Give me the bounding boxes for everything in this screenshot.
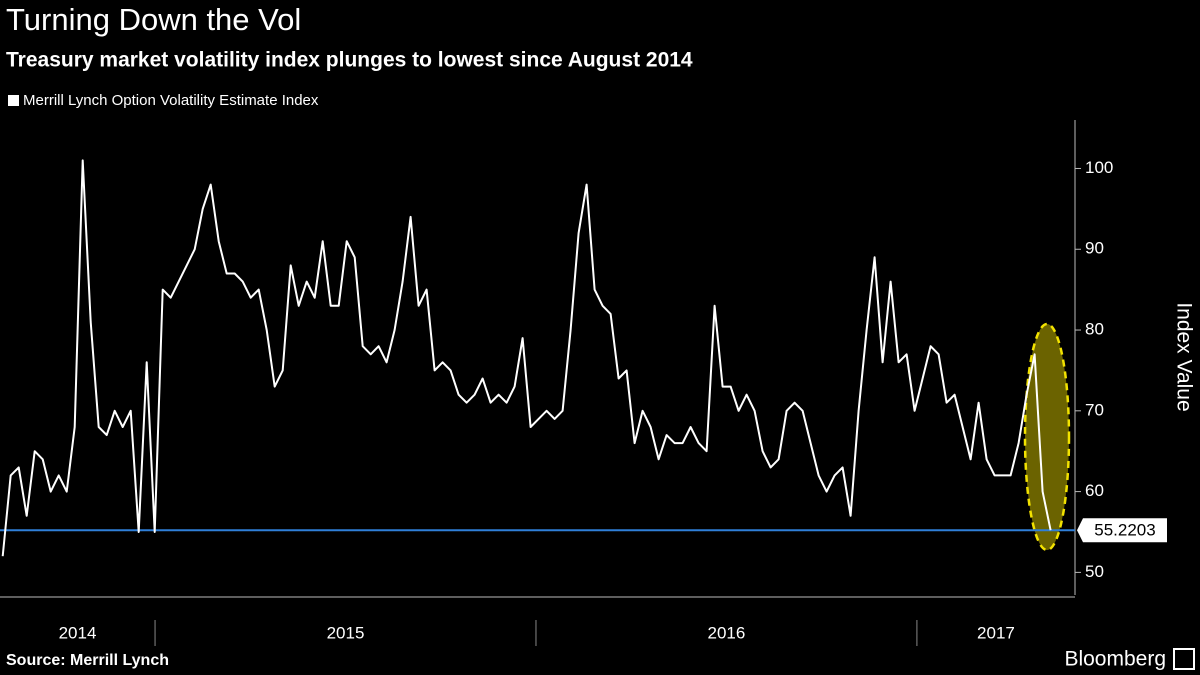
- source: Source: Merrill Lynch: [6, 652, 169, 669]
- chart-title: Turning Down the Vol: [6, 2, 301, 37]
- y-axis-label: Index Value: [1172, 302, 1195, 411]
- series-line: [1, 159, 1052, 557]
- y-tick-label: 60: [1085, 481, 1104, 500]
- x-tick-label: 2017: [977, 623, 1015, 642]
- y-tick-label: 90: [1085, 239, 1104, 258]
- legend-swatch: [8, 95, 19, 106]
- x-tick-label: 2015: [327, 623, 365, 642]
- legend-label: Merrill Lynch Option Volatility Estimate…: [23, 92, 319, 109]
- reference-label: 55.2203: [1094, 521, 1155, 540]
- y-tick-label: 70: [1085, 400, 1104, 419]
- x-tick-label: 2016: [708, 623, 746, 642]
- reference-label-box: [1077, 518, 1167, 543]
- brand-icon: [1173, 648, 1195, 670]
- x-tick-label: 2014: [59, 623, 97, 642]
- chart-subtitle: Treasury market volatility index plunges…: [6, 49, 693, 72]
- brand: Bloomberg: [1064, 648, 1166, 671]
- y-tick-label: 100: [1085, 158, 1113, 177]
- y-tick-label: 50: [1085, 562, 1104, 581]
- y-tick-label: 80: [1085, 320, 1104, 339]
